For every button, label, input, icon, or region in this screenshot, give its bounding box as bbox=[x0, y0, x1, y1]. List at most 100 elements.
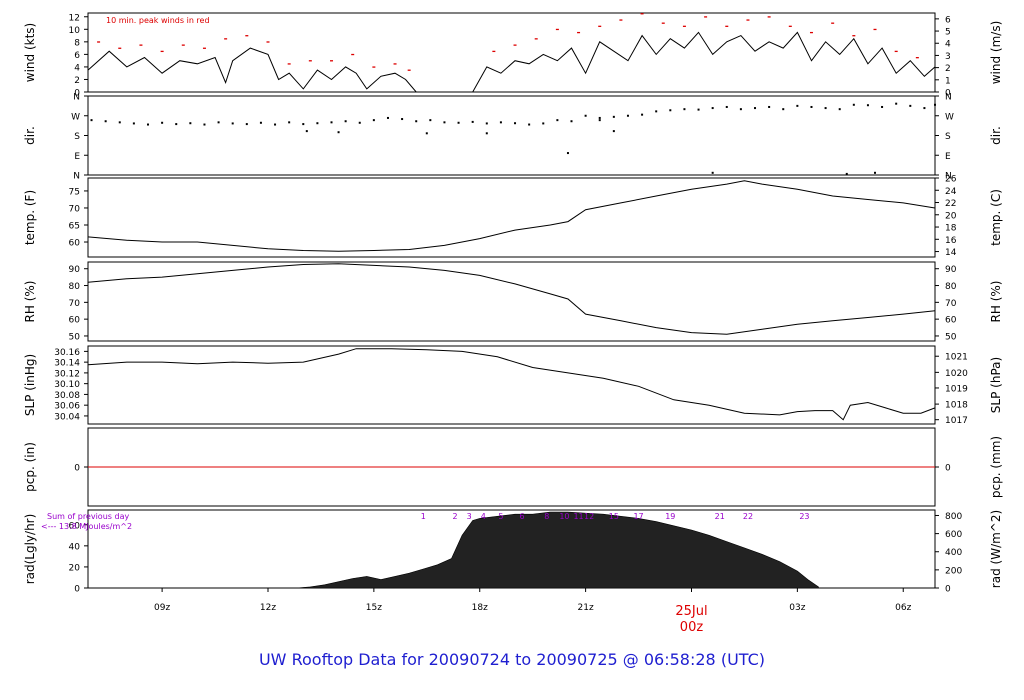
page-title: UW Rooftop Data for 20090724 to 20090725… bbox=[258, 650, 766, 669]
direction-point bbox=[570, 120, 573, 123]
right-tick-label: 0 bbox=[945, 585, 951, 595]
left-tick-label: 50 bbox=[69, 332, 81, 342]
direction-point bbox=[337, 131, 340, 134]
direction-point bbox=[429, 119, 432, 122]
left-tick-label: 12 bbox=[69, 13, 80, 23]
peak-wind-mark bbox=[725, 25, 729, 27]
peak-wind-mark bbox=[97, 41, 101, 43]
direction-point bbox=[866, 104, 869, 107]
right-tick-label: N bbox=[945, 172, 952, 182]
x-tick-label: 15z bbox=[366, 603, 382, 613]
x-tick-label: 03z bbox=[789, 603, 805, 613]
direction-point bbox=[754, 107, 757, 110]
radiation-area bbox=[296, 511, 819, 589]
left-tick-label: 30.16 bbox=[54, 348, 80, 358]
peak-wind-mark bbox=[513, 44, 517, 46]
x-tick-label: 12z bbox=[260, 603, 276, 613]
direction-point bbox=[443, 121, 446, 124]
left-tick-label: N bbox=[73, 93, 80, 103]
direction-point bbox=[259, 121, 262, 124]
y-axis-label-right: temp. (C) bbox=[989, 189, 1003, 246]
panel-frame bbox=[87, 345, 936, 425]
peak-wind-mark bbox=[308, 60, 312, 62]
direction-point bbox=[612, 115, 615, 118]
right-tick-label: 6 bbox=[945, 15, 951, 25]
peak-wind-mark bbox=[245, 35, 249, 37]
panel-frame bbox=[87, 95, 936, 176]
left-tick-label: 60 bbox=[69, 239, 81, 249]
peak-wind-mark bbox=[640, 13, 644, 15]
left-tick-label: 30.14 bbox=[54, 359, 80, 369]
direction-point bbox=[175, 123, 178, 126]
left-tick-label: 2 bbox=[74, 76, 80, 86]
hour-label: 17 bbox=[633, 512, 643, 521]
right-tick-label: 60 bbox=[945, 316, 957, 326]
left-tick-label: 30.08 bbox=[54, 391, 80, 401]
slp-series-line bbox=[87, 348, 936, 421]
y-axis-label-right: dir. bbox=[989, 126, 1003, 145]
y-axis-label-right: pcp. (mm) bbox=[989, 436, 1003, 498]
right-tick-label: 90 bbox=[945, 265, 957, 275]
direction-point bbox=[90, 119, 93, 122]
y-axis-label-left: pcp. (in) bbox=[23, 442, 37, 492]
previous-day-sum-value: <--- 13.8 MJoules/m^2 bbox=[41, 522, 132, 531]
direction-point bbox=[782, 108, 785, 111]
direction-point bbox=[203, 123, 206, 126]
direction-point bbox=[528, 123, 531, 126]
direction-point bbox=[923, 107, 926, 110]
y-axis-label-left: rad(Lgly/hr) bbox=[23, 514, 37, 585]
left-tick-label: 75 bbox=[69, 187, 80, 197]
right-tick-label: 20 bbox=[945, 211, 957, 221]
right-tick-label: 80 bbox=[945, 282, 957, 292]
direction-point bbox=[626, 114, 629, 117]
peak-winds-note: 10 min. peak winds in red bbox=[106, 16, 210, 25]
direction-point bbox=[711, 107, 714, 110]
direction-point bbox=[514, 122, 517, 125]
right-tick-label: 1019 bbox=[945, 384, 968, 394]
hour-label: 12 bbox=[584, 512, 594, 521]
direction-point bbox=[104, 120, 107, 123]
hour-label: 10 bbox=[559, 512, 569, 521]
left-tick-label: 70 bbox=[69, 299, 81, 309]
left-tick-label: S bbox=[74, 132, 80, 142]
left-tick-label: 60 bbox=[69, 316, 81, 326]
left-tick-label: 90 bbox=[69, 265, 81, 275]
left-tick-label: 80 bbox=[69, 282, 81, 292]
direction-point bbox=[302, 123, 305, 126]
right-tick-label: 400 bbox=[945, 548, 962, 558]
peak-wind-mark bbox=[682, 25, 686, 27]
direction-point bbox=[344, 120, 347, 123]
peak-wind-mark bbox=[330, 60, 334, 62]
hour-label: 22 bbox=[743, 512, 753, 521]
direction-point bbox=[725, 105, 728, 108]
direction-point bbox=[189, 122, 192, 125]
direction-point bbox=[655, 110, 658, 113]
hour-label: 23 bbox=[799, 512, 809, 521]
left-tick-label: 30.10 bbox=[54, 380, 80, 390]
right-tick-label: 24 bbox=[945, 187, 957, 197]
direction-point bbox=[909, 104, 912, 107]
peak-wind-mark bbox=[287, 63, 291, 65]
left-tick-label: 30.12 bbox=[54, 369, 80, 379]
left-tick-label: 10 bbox=[69, 26, 81, 36]
y-axis-label-left: temp. (F) bbox=[23, 190, 37, 245]
peak-wind-mark bbox=[873, 28, 877, 31]
hour-label: 4 bbox=[481, 512, 486, 521]
y-axis-label-right: SLP (hPa) bbox=[989, 357, 1003, 413]
right-tick-label: 600 bbox=[945, 530, 962, 540]
hour-label: 5 bbox=[498, 512, 503, 521]
right-tick-label: 18 bbox=[945, 224, 957, 234]
direction-point bbox=[598, 119, 601, 122]
y-axis-label-right: wind (m/s) bbox=[989, 21, 1003, 85]
peak-wind-mark bbox=[202, 47, 206, 49]
direction-point bbox=[768, 105, 771, 108]
right-tick-label: 1018 bbox=[945, 401, 968, 411]
hour-label: 1 bbox=[421, 512, 426, 521]
direction-point bbox=[556, 119, 559, 122]
left-tick-label: 0 bbox=[74, 464, 80, 474]
right-tick-label: 0 bbox=[945, 89, 951, 99]
right-tick-label: 1 bbox=[945, 76, 951, 86]
